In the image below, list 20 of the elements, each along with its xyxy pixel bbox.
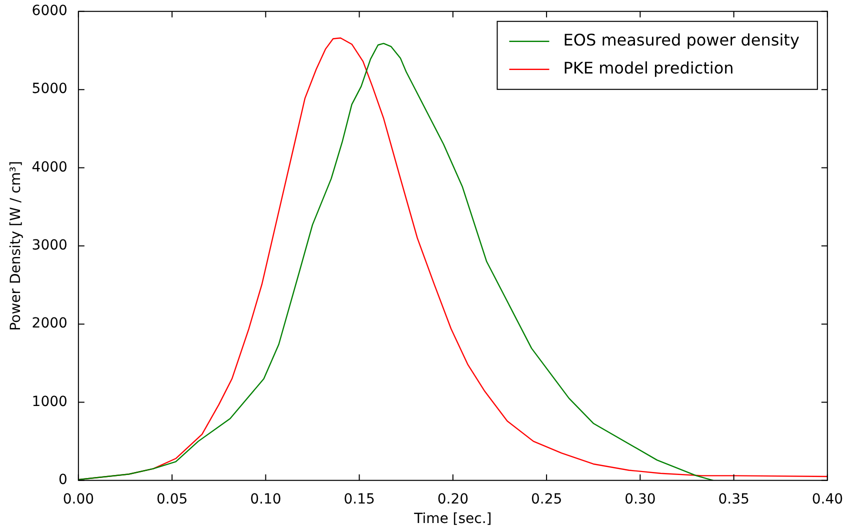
x-tick-label: 0.10: [250, 491, 282, 508]
x-tick-label: 0.00: [62, 491, 94, 508]
y-tick-label: 4000: [32, 159, 68, 176]
x-tick-label: 0.15: [344, 491, 375, 508]
y-axis-title: Power Density [W / cm³]: [8, 161, 24, 331]
x-tick-label: 0.25: [530, 491, 562, 508]
legend-label: PKE model prediction: [563, 58, 734, 78]
y-tick-label: 0: [58, 472, 68, 488]
y-tick-label: 5000: [32, 81, 68, 98]
y-tick-label: 1000: [32, 394, 68, 410]
x-tick-label: 0.30: [624, 491, 656, 508]
x-axis-title: Time [sec.]: [413, 511, 492, 528]
x-tick-label: 0.05: [156, 491, 188, 508]
y-tick-label: 2000: [32, 316, 68, 332]
y-tick-label: 6000: [32, 3, 68, 20]
x-tick-label: 0.40: [812, 491, 843, 508]
y-tick-label: 3000: [32, 238, 68, 254]
x-tick-label: 0.20: [437, 491, 469, 508]
legend-label: EOS measured power density: [563, 30, 800, 50]
x-tick-label: 0.35: [718, 491, 750, 508]
